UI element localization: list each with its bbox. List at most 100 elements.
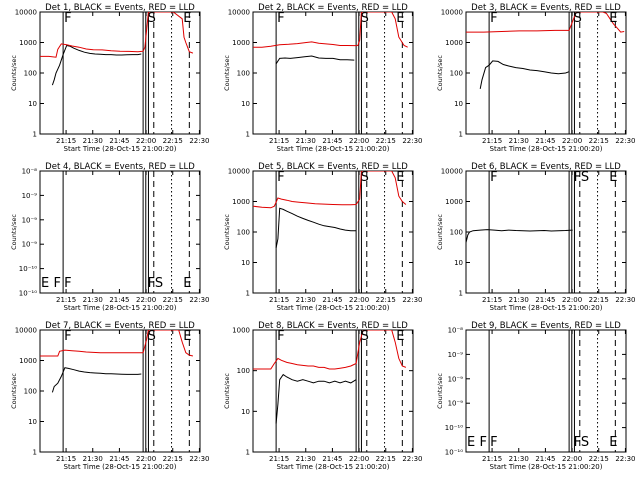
event-letter: E [183, 276, 191, 291]
plot-frame [252, 170, 414, 294]
x-axis-title: Start Time (28-Oct-15 21:00:20) [64, 304, 177, 312]
event-letter: FS [574, 170, 590, 185]
x-tick-label: 22:15 [589, 137, 609, 145]
x-tick-label: 21:30 [296, 296, 316, 304]
event-letter: E [396, 170, 404, 185]
x-tick-label: 21:30 [83, 137, 103, 145]
y-tick-label: 1000 [445, 198, 463, 206]
event-letter: S [361, 170, 369, 185]
series-events-line [51, 44, 142, 86]
y-tick-label: 10⁻⁹ [448, 400, 464, 408]
panel-title: Det 5, BLACK = Events, RED = LLD [258, 162, 408, 172]
x-tick-label: 22:30 [615, 455, 635, 463]
x-tick-label: 21:30 [509, 455, 529, 463]
y-tick-label: 10⁻⁸ [448, 327, 464, 335]
x-tick-label: 22:00 [349, 455, 369, 463]
x-tick-label: 22:15 [163, 455, 183, 463]
y-tick-label: 10 [241, 259, 250, 267]
event-letter: FS [574, 435, 590, 450]
series-events-line [479, 60, 570, 89]
y-axis-title: Counts/sec [223, 214, 231, 250]
y-tick-label: 1 [33, 131, 37, 139]
x-tick-label: 21:15 [269, 455, 289, 463]
detector-panel-2: Det 2, BLACK = Events, RED = LLD 1 10 100 10… [223, 3, 423, 153]
y-axis-title: Counts/sec [10, 55, 18, 91]
plot-frame [465, 329, 627, 453]
x-tick-label: 21:45 [109, 296, 129, 304]
x-tick-label: 21:15 [482, 296, 502, 304]
x-tick-label: 22:30 [189, 296, 209, 304]
x-tick-label: 21:30 [83, 455, 103, 463]
y-tick-label: 1 [33, 449, 37, 457]
x-tick-label: 22:30 [402, 296, 422, 304]
event-letter: E [609, 11, 617, 26]
detector-panel-5: Det 5, BLACK = Events, RED = LLD 1 10 100 10… [223, 162, 423, 312]
y-tick-label: 10⁻¹⁰ [445, 424, 463, 432]
event-letter: F [53, 276, 60, 291]
event-letter: E [396, 329, 404, 344]
plot-frame [252, 329, 414, 453]
x-tick-label: 22:30 [615, 296, 635, 304]
panel-title: Det 9, BLACK = Events, RED = LLD [471, 321, 621, 331]
x-axis-title: Start Time (28-Oct-15 21:00:20) [277, 145, 390, 153]
x-tick-label: 22:00 [562, 137, 582, 145]
y-tick-label: 10⁻⁹ [448, 351, 464, 359]
event-letter: E [183, 11, 191, 26]
y-tick-label: 100 [450, 229, 463, 237]
event-letter: E [41, 276, 49, 291]
x-tick-label: 22:30 [402, 455, 422, 463]
detector-panel-8: Det 8, BLACK = Events, RED = LLD 1 10 100 10… [223, 321, 423, 471]
x-tick-label: 21:15 [269, 296, 289, 304]
x-tick-label: 21:45 [322, 455, 342, 463]
series-lld-line [253, 12, 408, 48]
y-tick-label: 1000 [232, 198, 250, 206]
y-tick-label: 10⁻⁹ [22, 241, 38, 249]
y-tick-label: 10 [28, 418, 37, 426]
detector-panel-1: Det 1, BLACK = Events, RED = LLD 1 10 100 10… [10, 3, 210, 153]
plot-frame [39, 170, 201, 294]
x-tick-label: 21:45 [322, 296, 342, 304]
y-tick-label: 10000 [228, 9, 250, 17]
x-tick-label: 22:00 [136, 455, 156, 463]
y-tick-label: 100 [24, 388, 37, 396]
event-letter: F [479, 435, 486, 450]
panel-title: Det 4, BLACK = Events, RED = LLD [45, 162, 195, 172]
panel-title: Det 3, BLACK = Events, RED = LLD [471, 3, 621, 13]
event-letter: S [148, 11, 156, 26]
y-tick-label: 1 [459, 290, 463, 298]
y-tick-label: 1000 [232, 39, 250, 47]
event-letter: S [574, 11, 582, 26]
detector-panel-9: Det 9, BLACK = Events, RED = LLD 10⁻¹⁰ 10⁻… [436, 321, 636, 471]
event-letter: E [396, 11, 404, 26]
y-tick-label: 10 [241, 408, 250, 416]
y-tick-label: 10 [241, 100, 250, 108]
y-tick-label: 10000 [15, 9, 37, 17]
event-letter: F [490, 11, 497, 26]
detector-panel-7: Det 7, BLACK = Events, RED = LLD 1 10 100 10… [10, 321, 210, 471]
x-tick-label: 22:15 [376, 137, 396, 145]
event-letter: S [361, 329, 369, 344]
y-tick-label: 10⁻¹⁰ [445, 449, 463, 457]
x-tick-label: 21:30 [296, 137, 316, 145]
event-letter: F [64, 276, 71, 291]
x-axis-title: Start Time (28-Oct-15 21:00:20) [490, 145, 603, 153]
y-tick-label: 1 [246, 290, 250, 298]
x-tick-label: 21:15 [56, 296, 76, 304]
y-tick-label: 100 [237, 70, 250, 78]
x-tick-label: 21:15 [269, 137, 289, 145]
x-tick-label: 21:45 [535, 137, 555, 145]
y-tick-label: 1 [246, 131, 250, 139]
event-letter: F [64, 329, 71, 344]
x-tick-label: 22:30 [402, 137, 422, 145]
series-events-line [275, 373, 357, 424]
x-tick-label: 22:15 [589, 296, 609, 304]
series-events-line [275, 207, 357, 248]
y-tick-label: 1 [459, 131, 463, 139]
y-tick-label: 1000 [232, 327, 250, 335]
event-letter: E [609, 170, 617, 185]
y-tick-label: 10000 [441, 168, 463, 176]
event-letter: F [490, 435, 497, 450]
x-axis-title: Start Time (28-Oct-15 21:00:20) [277, 463, 390, 471]
y-tick-label: 10 [28, 100, 37, 108]
x-tick-label: 21:45 [109, 455, 129, 463]
